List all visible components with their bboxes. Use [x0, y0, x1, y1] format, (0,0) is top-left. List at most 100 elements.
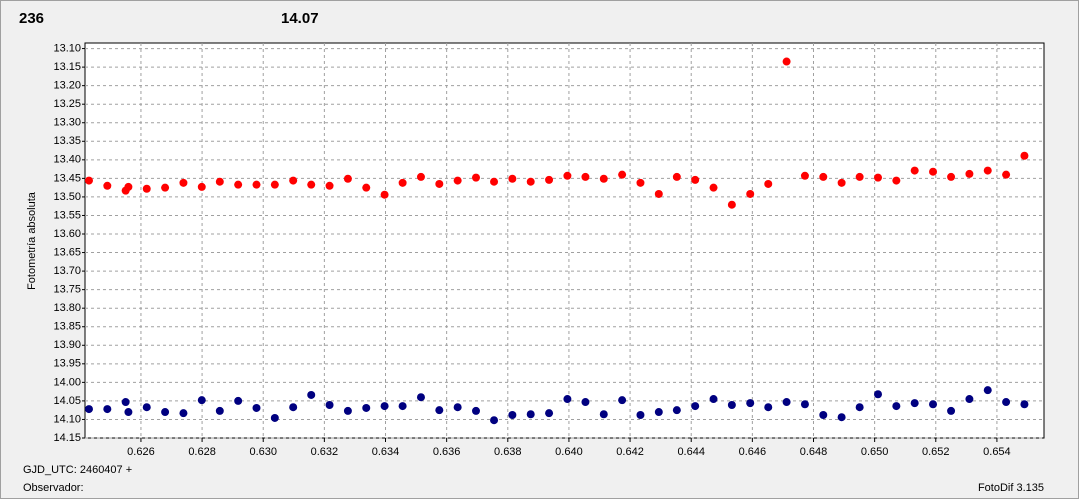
y-tick-label: 13.70: [53, 265, 81, 277]
data-point: [892, 176, 901, 185]
data-point: [343, 406, 352, 415]
data-point: [581, 398, 590, 407]
y-tick-label: 13.30: [53, 117, 81, 129]
data-point: [270, 180, 279, 189]
data-point: [892, 402, 901, 411]
header-left: 236: [19, 10, 44, 27]
data-point: [325, 181, 334, 190]
data-point: [800, 400, 809, 409]
data-point: [84, 405, 93, 414]
data-point: [855, 403, 864, 412]
y-tick-label: 13.35: [53, 135, 81, 147]
y-tick-label: 14.10: [53, 413, 81, 425]
data-point: [471, 173, 480, 182]
data-point: [453, 403, 462, 412]
data-point: [103, 181, 112, 190]
data-point: [983, 386, 992, 395]
data-point: [764, 403, 773, 412]
data-point: [252, 180, 261, 189]
x-tick-label: 0.642: [616, 446, 644, 458]
footer-observer: Observador:: [23, 482, 84, 494]
x-tick-label: 0.650: [861, 446, 889, 458]
x-tick-label: 0.652: [922, 446, 950, 458]
data-point: [545, 409, 554, 418]
data-point: [910, 166, 919, 175]
data-point: [197, 182, 206, 191]
data-point: [526, 177, 535, 186]
data-point: [837, 178, 846, 187]
y-tick-label: 13.15: [53, 61, 81, 73]
data-point: [746, 189, 755, 198]
data-point: [672, 406, 681, 415]
x-tick-label: 0.638: [494, 446, 522, 458]
y-tick-label: 13.50: [53, 191, 81, 203]
data-point: [398, 402, 407, 411]
x-tick-label: 0.646: [739, 446, 767, 458]
data-point: [179, 409, 188, 418]
y-tick-label: 13.20: [53, 80, 81, 92]
data-point: [142, 403, 151, 412]
data-point: [782, 398, 791, 407]
data-point: [764, 179, 773, 188]
data-point: [508, 411, 517, 420]
data-point: [672, 172, 681, 181]
x-tick-label: 0.630: [249, 446, 277, 458]
data-point: [910, 399, 919, 408]
data-point: [215, 177, 224, 186]
y-tick-label: 13.40: [53, 154, 81, 166]
data-point: [215, 406, 224, 415]
data-point: [965, 395, 974, 404]
data-point: [325, 400, 334, 409]
x-tick-label: 0.654: [983, 446, 1011, 458]
y-tick-label: 14.15: [53, 432, 81, 444]
data-point: [837, 413, 846, 422]
y-axis-label: Fotometría absoluta: [26, 191, 38, 290]
data-point: [618, 396, 627, 405]
plot-area: [84, 42, 1045, 439]
header-right: 14.07: [281, 10, 319, 27]
y-tick-label: 14.05: [53, 395, 81, 407]
data-point: [654, 408, 663, 417]
y-tick-label: 13.85: [53, 321, 81, 333]
data-point: [435, 406, 444, 415]
data-point: [234, 180, 243, 189]
data-point: [874, 173, 883, 182]
data-point: [563, 395, 572, 404]
x-tick-label: 0.628: [188, 446, 216, 458]
data-point: [343, 174, 352, 183]
data-point: [691, 175, 700, 184]
data-point: [84, 176, 93, 185]
footer-version: FotoDif 3.135: [978, 482, 1044, 494]
data-point: [398, 178, 407, 187]
x-tick-label: 0.648: [800, 446, 828, 458]
data-point: [416, 393, 425, 402]
data-point: [636, 178, 645, 187]
data-point: [161, 183, 170, 192]
y-tick-label: 13.60: [53, 228, 81, 240]
data-point: [252, 403, 261, 412]
data-point: [746, 399, 755, 408]
y-tick-label: 13.45: [53, 172, 81, 184]
data-point: [453, 176, 462, 185]
footer-date: GJD_UTC: 2460407 +: [23, 464, 132, 476]
data-point: [819, 411, 828, 420]
data-point: [965, 169, 974, 178]
data-point: [983, 166, 992, 175]
data-point: [307, 180, 316, 189]
data-point: [599, 410, 608, 419]
data-point: [581, 172, 590, 181]
data-point: [362, 403, 371, 412]
data-point: [874, 390, 883, 399]
data-point: [563, 171, 572, 180]
data-point: [1020, 400, 1029, 409]
y-tick-label: 13.75: [53, 284, 81, 296]
data-point: [124, 408, 133, 417]
data-point: [727, 200, 736, 209]
x-tick-label: 0.636: [433, 446, 461, 458]
data-point: [526, 410, 535, 419]
data-point: [599, 174, 608, 183]
data-point: [270, 413, 279, 422]
y-tick-label: 13.80: [53, 302, 81, 314]
